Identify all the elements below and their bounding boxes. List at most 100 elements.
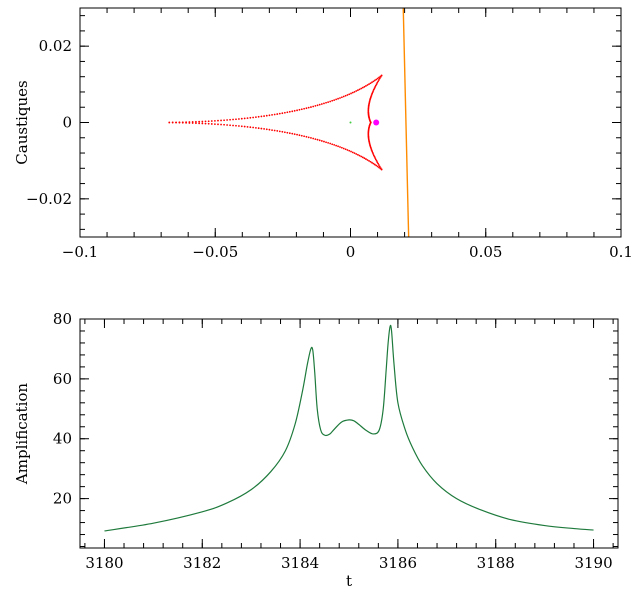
caustic-point [204, 120, 207, 123]
caustic-point [333, 99, 336, 102]
amplification-y-tick-label: 20 [53, 490, 72, 508]
amplification-x-tick-label: 3190 [574, 554, 612, 572]
caustic-point [374, 86, 377, 88]
caustic-point [246, 117, 249, 120]
caustic-point [372, 162, 375, 165]
caustic-point [335, 144, 338, 147]
caustic-point [327, 101, 330, 104]
caustic-point [296, 133, 298, 136]
caustic-point [351, 151, 354, 154]
caustic-point [314, 138, 317, 141]
caustic-point [235, 124, 237, 127]
caustic-point [198, 120, 201, 123]
caustic-point [344, 148, 347, 151]
caustic-point [263, 115, 265, 117]
caustic-point [368, 159, 370, 162]
caustic-point [249, 116, 252, 119]
caustic-point [303, 135, 306, 138]
caustic-point [342, 147, 345, 150]
caustics-x-tick-label: 0.05 [469, 243, 502, 261]
amplification-axes: 3180 3182 3184 3186 3188 3190 20 40 60 80 [53, 310, 618, 572]
caustic-point [271, 129, 273, 131]
caustic-point [355, 90, 358, 92]
caustic-point [305, 107, 308, 110]
caustic-point [191, 122, 194, 124]
caustic-point [374, 84, 377, 87]
caustic-point [373, 155, 376, 158]
amplification-y-tick-label: 60 [53, 370, 72, 388]
caustic-point [249, 126, 252, 129]
caustics-y-tick-label: −0.02 [26, 190, 72, 208]
caustics-x-tick-label: 0.1 [609, 243, 632, 261]
caustic-point [353, 90, 356, 93]
caustic-point [246, 125, 249, 128]
caustic-point [252, 116, 255, 119]
caustic-point [229, 118, 231, 121]
caustic-point [298, 134, 301, 137]
caustic-point [310, 137, 312, 139]
caustic-point [214, 123, 216, 126]
caustic-point [240, 117, 243, 120]
caustic-point [168, 121, 171, 124]
caustic-point [185, 121, 188, 124]
caustic-point [376, 161, 379, 164]
caustic-point [276, 130, 279, 132]
caustic-point [318, 103, 321, 106]
caustic-point [207, 122, 210, 125]
caustic-point [368, 83, 370, 86]
amplification-x-tick-label: 3186 [379, 554, 417, 572]
caustic-point [291, 110, 294, 113]
caustic-point [195, 120, 197, 123]
caustic-point [376, 81, 379, 84]
caustic-point [329, 100, 332, 103]
caustic-point [375, 83, 378, 86]
caustic-point [380, 168, 383, 171]
caustic-point [293, 133, 296, 136]
caustic-point [204, 122, 207, 125]
caustic-point [210, 123, 213, 125]
caustic-point [286, 131, 289, 134]
caustic-point [356, 153, 359, 156]
amplification-x-tick-label: 3188 [477, 554, 515, 572]
caustic-point [376, 77, 379, 80]
caustic-point [325, 101, 327, 104]
caustic-point [232, 124, 234, 127]
caustic-point [371, 161, 373, 164]
caustic-point [365, 158, 367, 160]
caustic-point [375, 159, 378, 162]
caustic-point [288, 132, 291, 135]
lens-center-marker [349, 121, 352, 124]
caustic-point [375, 78, 378, 81]
caustic-point [288, 110, 291, 113]
caustic-point [260, 115, 263, 118]
caustic-point [372, 154, 375, 157]
caustic-point [374, 157, 377, 159]
caustic-point [268, 128, 271, 131]
caustic-point [379, 167, 382, 170]
caustic-point [335, 98, 338, 101]
caustic-point [377, 162, 379, 165]
caustics-y-tick-label: 0.02 [39, 37, 72, 55]
source-trajectory-line [402, 8, 410, 237]
caustic-point [350, 150, 352, 153]
caustic-point [271, 114, 273, 116]
caustics-x-tick-label: −0.1 [62, 243, 98, 261]
caustic-point [363, 85, 366, 88]
caustic-point [238, 125, 240, 127]
caustic-point [346, 94, 349, 96]
caustic-point [358, 88, 361, 91]
caustic-point [346, 149, 349, 151]
caustic-point [273, 113, 276, 116]
amplification-x-tick-label: 3180 [85, 554, 123, 572]
caustic-point [351, 91, 354, 94]
caustic-point [312, 137, 315, 140]
amplification-y-tick-label: 40 [53, 430, 72, 448]
amplification-plot-area [104, 324, 594, 532]
caustic-point [378, 164, 380, 166]
caustic-point [283, 111, 286, 114]
caustic-point [331, 143, 334, 146]
amplification-x-tick-label: 3184 [281, 554, 319, 572]
amplification-curve [104, 324, 594, 532]
caustic-point [214, 119, 216, 122]
caustic-point [298, 108, 301, 111]
